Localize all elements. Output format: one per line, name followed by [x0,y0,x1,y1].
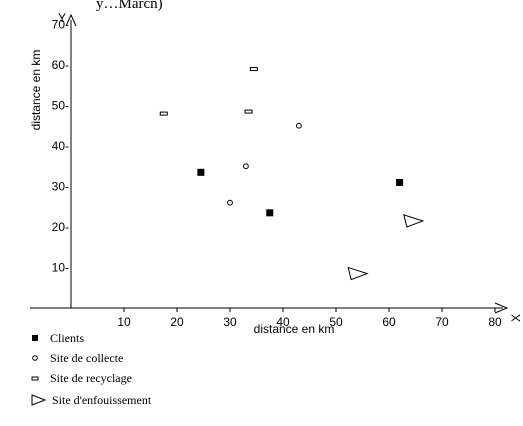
y-tick-label: 10- [52,261,69,275]
data-marks [159,67,425,281]
x-tick-label: 70 [435,315,449,329]
x-axis-letter: X [509,314,523,322]
x-tick-label: 60 [382,315,396,329]
x-axis-label: distance en km [254,322,335,336]
point-site-de-recyclage [159,111,168,116]
axes: Y X distance en km distance en km [29,11,523,336]
y-tick-label: 60- [52,58,69,72]
point-site-de-recyclage [244,109,253,114]
legend-clients-label: Clients [50,331,84,345]
legend-enfouissement-marker [31,394,47,406]
y-axis-label: distance en km [29,50,43,131]
y-tick-label: 50- [52,99,69,113]
point-site-d-enfouissement [403,214,425,228]
x-tick-label: 50 [329,315,343,329]
point-site-de-recyclage [249,67,258,72]
ticks: 10 20 30 40 50 60 70 80 10- 20- 30- 40- 50- 60- 70- [52,18,502,330]
y-axis-arrow [65,13,77,27]
point-site-d-enfouissement [347,266,369,281]
legend-recyclage-marker [31,376,39,381]
legend-recyclage-label: Site de recyclage [50,371,132,385]
point-clients [396,178,404,186]
legend-enfouissement-label: Site d'enfouissement [52,393,152,407]
y-tick-label: 30- [52,180,69,194]
y-axis-letter: Y [58,11,66,25]
point-site-de-collecte [227,199,233,206]
x-axis-arrow [494,302,509,314]
legend: Clients Site de collecte Site de recycla… [31,331,152,407]
x-tick-label: 80 [488,315,502,329]
point-site-de-collecte [243,163,249,170]
point-clients [197,168,205,176]
x-tick-label: 40 [276,315,290,329]
point-clients [266,209,274,217]
y-tick-label: 40- [52,139,69,153]
point-site-de-collecte [296,122,302,129]
x-tick-label: 10 [117,315,131,329]
legend-clients-marker [32,335,38,341]
y-tick-label: 20- [52,220,69,234]
y-tick-label: 70- [52,18,69,32]
x-tick-label: 30 [223,315,237,329]
legend-collecte-marker [32,355,38,361]
x-tick-label: 20 [170,315,184,329]
header-fragment: y…Marcn) [96,0,163,12]
legend-collecte-label: Site de collecte [50,351,123,365]
